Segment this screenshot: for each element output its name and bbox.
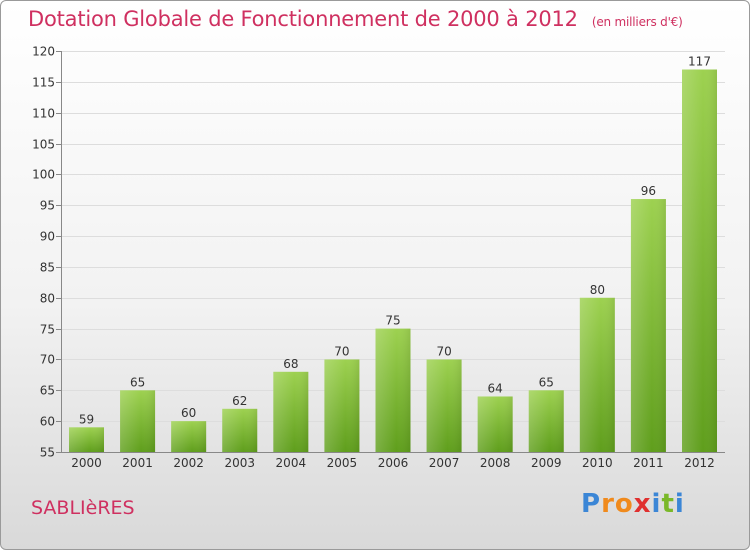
bars-group: 59 65 60 62 68 70 75 70 64 65 80 96 117 (69, 55, 717, 452)
bar-shine (375, 328, 411, 452)
y-tick-label: 75 (40, 323, 55, 337)
chart-title-text: Dotation Globale de Fonctionnement de 20… (28, 7, 578, 31)
y-tick-label: 110 (32, 107, 55, 121)
data-label: 60 (181, 406, 196, 420)
bar-shine (579, 297, 615, 452)
x-tick-label: 2010 (582, 456, 613, 470)
x-tick-label: 2003 (224, 456, 255, 470)
data-label: 70 (334, 344, 349, 358)
data-label: 65 (539, 375, 554, 389)
x-tick-label: 2005 (327, 456, 358, 470)
data-label: 64 (488, 381, 503, 395)
chart-title: Dotation Globale de Fonctionnement de 20… (28, 7, 683, 31)
x-tick-label: 2000 (71, 456, 102, 470)
y-tick-label: 120 (32, 45, 55, 59)
logo-letter: i (674, 489, 685, 519)
x-tick-label: 2006 (378, 456, 409, 470)
bar-shine (324, 359, 360, 452)
x-axis: 2000 2001 2002 2003 2004 2005 2006 2007 2008 2009… (61, 452, 725, 470)
y-tick-label: 65 (40, 384, 55, 398)
data-label: 80 (590, 283, 605, 297)
y-tick-label: 100 (32, 168, 55, 182)
y-tick-label: 105 (32, 138, 55, 152)
data-label: 59 (79, 412, 94, 426)
x-tick-label: 2007 (429, 456, 460, 470)
data-label: 65 (130, 375, 145, 389)
y-tick-label: 80 (40, 292, 55, 306)
logo-letter: P (581, 489, 602, 519)
bar-shine (528, 390, 564, 452)
bar-shine (69, 427, 104, 452)
x-tick-label: 2011 (633, 456, 664, 470)
data-label: 75 (385, 314, 400, 328)
data-label: 96 (641, 184, 656, 198)
bar-shine (682, 69, 717, 452)
x-tick-label: 2008 (480, 456, 511, 470)
commune-name: SABLIèRES (31, 497, 135, 519)
y-tick-label: 55 (40, 446, 55, 460)
chart-unit: (en milliers d'€) (591, 15, 683, 29)
bar-shine (630, 199, 666, 452)
data-label: 62 (232, 394, 247, 408)
logo-letter: i (651, 489, 662, 519)
logo-letter: x (633, 489, 652, 519)
logo-letter: r (601, 489, 615, 519)
data-label: 117 (688, 55, 711, 69)
y-tick-label: 85 (40, 261, 55, 275)
x-tick-label: 2009 (531, 456, 562, 470)
bar-shine (477, 396, 513, 452)
y-tick-label: 90 (40, 230, 55, 244)
y-tick-label: 70 (40, 353, 55, 367)
proxiti-logo[interactable]: Proxiti (581, 489, 685, 519)
bar-shine (273, 371, 309, 452)
bar-shine (171, 421, 207, 452)
x-tick-label: 2004 (276, 456, 307, 470)
logo-letter: o (614, 489, 634, 519)
bar-shine (426, 359, 462, 452)
bar-shine (120, 390, 156, 452)
x-tick-label: 2002 (173, 456, 204, 470)
y-tick-label: 95 (40, 199, 55, 213)
data-label: 70 (436, 344, 451, 358)
y-axis: 55 60 65 70 75 80 85 90 95 100 105 110 115 120 (32, 45, 62, 460)
y-tick-label: 115 (32, 76, 55, 90)
data-label: 68 (283, 357, 298, 371)
x-tick-label: 2001 (122, 456, 153, 470)
y-tick-label: 60 (40, 415, 55, 429)
logo-letter: t (661, 489, 675, 519)
bar-shine (222, 408, 258, 452)
x-tick-label: 2012 (684, 456, 715, 470)
